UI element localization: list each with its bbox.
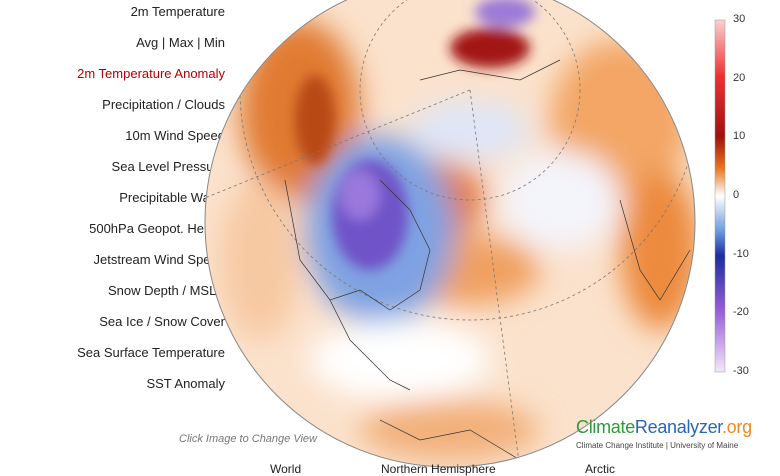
colorbar-tick-label: -30 [733,365,749,377]
menu-item[interactable]: Jetstream Wind Speed [93,252,225,267]
globe [205,0,695,467]
colorbar-tick-label: 10 [733,130,746,143]
menu-item[interactable]: Precipitable Water [119,190,225,205]
colorbar-tick-label: -20 [733,306,749,319]
menu-item[interactable]: 10m Wind Speed [125,128,225,143]
menu-item[interactable]: Sea Ice / Snow Cover [99,314,225,329]
menu-item[interactable]: Precipitation / Clouds [102,97,225,112]
colorbar [714,19,726,373]
colorbar-tick-label: 20 [733,71,746,84]
menu-item[interactable]: Sea Level Pressure [111,159,225,174]
logo-part: Climate [576,417,635,437]
menu-item[interactable]: Snow Depth / MSLP [107,283,225,298]
menu-item[interactable]: Avg | Max | Min [136,35,225,50]
globe-outline [204,0,696,468]
hint: Click Image to Change View [179,433,317,445]
view-tab[interactable]: Northern Hemisphere [381,462,496,476]
colorbar-tick-label: 0 [733,189,740,201]
logo-part: Reanalyzer [634,417,722,437]
colorbar-tick-label: -10 [733,247,749,260]
logo: ClimateReanalyzer.org [576,417,752,438]
logo-subtitle: Climate Change Institute | University of… [576,441,739,450]
menu-item[interactable]: 2m Temperature [130,4,225,19]
view-tab[interactable]: World [270,462,302,476]
menu-item[interactable]: 500hPa Geopot. Height [89,221,225,236]
colorbar-tick-label: 30 [733,13,746,25]
view-tab[interactable]: Arctic [585,462,615,476]
logo-part: .org [721,417,752,437]
menu-item[interactable]: 2m Temperature Anomaly [77,66,225,81]
menu-item[interactable]: SST Anomaly [146,376,225,391]
menu-item[interactable]: Sea Surface Temperature [77,345,225,360]
